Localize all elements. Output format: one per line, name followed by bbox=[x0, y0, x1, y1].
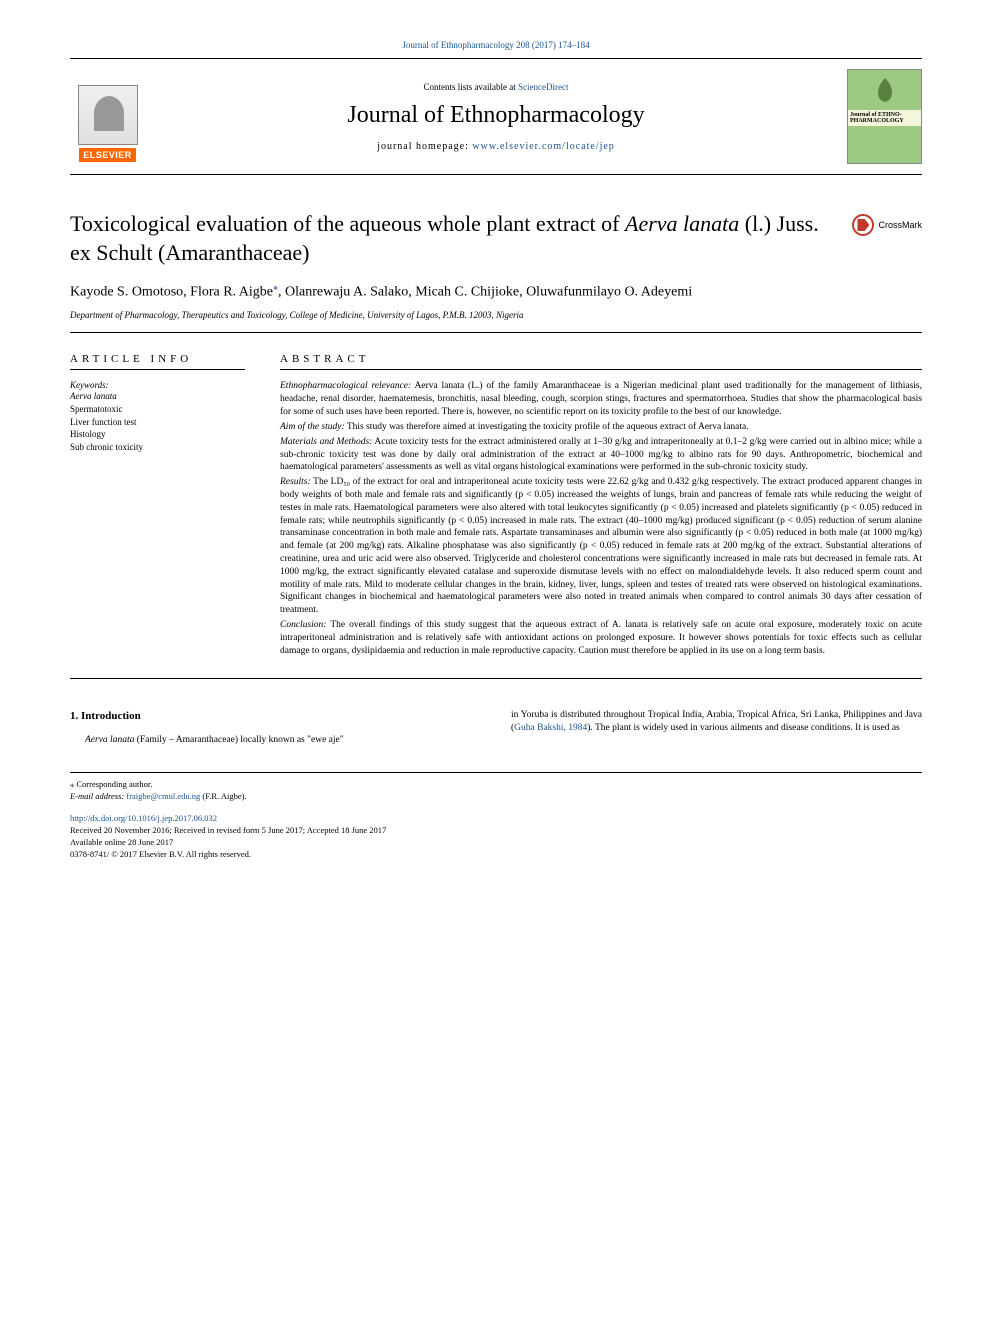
keywords-list: Aerva lanata Spermatotoxic Liver functio… bbox=[70, 390, 250, 453]
elsevier-tree-icon bbox=[78, 85, 138, 145]
sciencedirect-link[interactable]: ScienceDirect bbox=[518, 82, 568, 92]
publisher-name: ELSEVIER bbox=[79, 148, 136, 162]
contents-available-line: Contents lists available at ScienceDirec… bbox=[160, 82, 832, 92]
homepage-link[interactable]: www.elsevier.com/locate/jep bbox=[472, 141, 614, 152]
article-title: Toxicological evaluation of the aqueous … bbox=[70, 210, 832, 267]
intro-column-right: in Yoruba is distributed throughout Trop… bbox=[511, 709, 922, 748]
crossmark-badge[interactable]: CrossMark bbox=[852, 214, 922, 236]
crossmark-label: CrossMark bbox=[878, 220, 922, 230]
abstract-section-text: The LD₅₀ of the extract for oral and int… bbox=[280, 477, 922, 615]
journal-homepage-line: journal homepage: www.elsevier.com/locat… bbox=[160, 141, 832, 152]
abstract-body: Ethnopharmacological relevance: Aerva la… bbox=[280, 380, 922, 657]
title-species-name: Aerva lanata bbox=[625, 211, 739, 236]
journal-cover-thumbnail[interactable]: Journal of ETHNO-PHARMACOLOGY bbox=[847, 69, 922, 164]
abstract-section: Aim of the study: This study was therefo… bbox=[280, 421, 922, 434]
article-info-column: ARTICLE INFO Keywords: Aerva lanata Sper… bbox=[70, 353, 250, 659]
abstract-section: Results: The LD₅₀ of the extract for ora… bbox=[280, 476, 922, 617]
article-info-rule bbox=[70, 369, 245, 370]
received-dates: Received 20 November 2016; Received in r… bbox=[70, 825, 922, 837]
abstract-section-label: Aim of the study: bbox=[280, 422, 345, 432]
abstract-section-label: Conclusion: bbox=[280, 620, 326, 630]
introduction-heading: 1. Introduction bbox=[70, 709, 481, 724]
corresponding-author-note: Corresponding author. bbox=[70, 779, 922, 791]
contents-prefix: Contents lists available at bbox=[424, 82, 518, 92]
keyword-item: Liver function test bbox=[70, 416, 250, 429]
article-info-heading: ARTICLE INFO bbox=[70, 353, 250, 365]
cover-label: Journal of ETHNO-PHARMACOLOGY bbox=[848, 110, 921, 126]
article-header: Toxicological evaluation of the aqueous … bbox=[70, 210, 922, 320]
title-text-pre: Toxicological evaluation of the aqueous … bbox=[70, 211, 625, 236]
intro-text-post: ). The plant is widely used in various a… bbox=[587, 723, 899, 733]
authors-post: , Olanrewaju A. Salako, Micah C. Chijiok… bbox=[278, 285, 692, 300]
species-name: Aerva lanata bbox=[85, 735, 134, 745]
keywords-label: Keywords: bbox=[70, 380, 250, 390]
homepage-prefix: journal homepage: bbox=[377, 141, 472, 152]
available-online: Available online 28 June 2017 bbox=[70, 837, 922, 849]
doi-link[interactable]: http://dx.doi.org/10.1016/j.jep.2017.06.… bbox=[70, 813, 217, 823]
article-footer: Corresponding author. E-mail address: fr… bbox=[70, 772, 922, 860]
abstract-section-text: The overall findings of this study sugge… bbox=[280, 620, 922, 656]
doi-line: http://dx.doi.org/10.1016/j.jep.2017.06.… bbox=[70, 813, 922, 825]
intro-text: (Family – Amaranthaceae) locally known a… bbox=[134, 735, 343, 745]
abstract-section-label: Materials and Methods: bbox=[280, 437, 372, 447]
abstract-section: Ethnopharmacological relevance: Aerva la… bbox=[280, 380, 922, 418]
introduction-section: 1. Introduction Aerva lanata (Family – A… bbox=[70, 709, 922, 748]
email-label: E-mail address: bbox=[70, 791, 126, 801]
keyword-item: Sub chronic toxicity bbox=[70, 441, 250, 454]
article-info-abstract-row: ARTICLE INFO Keywords: Aerva lanata Sper… bbox=[70, 353, 922, 659]
copyright-line: 0378-8741/ © 2017 Elsevier B.V. All righ… bbox=[70, 849, 922, 861]
keyword-item: Aerva lanata bbox=[70, 390, 250, 403]
crossmark-icon bbox=[852, 214, 874, 236]
abstract-column: ABSTRACT Ethnopharmacological relevance:… bbox=[280, 353, 922, 659]
publisher-logo[interactable]: ELSEVIER bbox=[70, 72, 145, 162]
abstract-bottom-divider bbox=[70, 678, 922, 679]
keyword-item: Spermatotoxic bbox=[70, 403, 250, 416]
header-divider bbox=[70, 332, 922, 333]
abstract-section: Materials and Methods: Acute toxicity te… bbox=[280, 436, 922, 474]
journal-header-band: ELSEVIER Contents lists available at Sci… bbox=[70, 58, 922, 175]
cover-leaf-icon bbox=[848, 70, 921, 110]
email-author-name: (F.R. Aigbe). bbox=[200, 791, 246, 801]
abstract-heading: ABSTRACT bbox=[280, 353, 922, 365]
intro-paragraph: Aerva lanata (Family – Amaranthaceae) lo… bbox=[70, 734, 481, 747]
journal-reference-top: Journal of Ethnopharmacology 208 (2017) … bbox=[70, 40, 922, 50]
authors-pre: Kayode S. Omotoso, Flora R. Aigbe bbox=[70, 285, 273, 300]
abstract-section-label: Ethnopharmacological relevance: bbox=[280, 381, 411, 391]
email-link[interactable]: fraigbe@cmul.edu.ng bbox=[126, 791, 200, 801]
journal-title: Journal of Ethnopharmacology bbox=[160, 102, 832, 129]
abstract-rule bbox=[280, 369, 922, 370]
reference-link[interactable]: Guha Bakshi, 1984 bbox=[514, 723, 587, 733]
header-center: Contents lists available at ScienceDirec… bbox=[160, 82, 832, 152]
abstract-section: Conclusion: The overall findings of this… bbox=[280, 619, 922, 657]
abstract-section-label: Results: bbox=[280, 477, 311, 487]
keyword-item: Histology bbox=[70, 428, 250, 441]
authors-list: Kayode S. Omotoso, Flora R. Aigbe⁎, Olan… bbox=[70, 281, 922, 302]
intro-column-left: 1. Introduction Aerva lanata (Family – A… bbox=[70, 709, 481, 748]
abstract-section-text: Acute toxicity tests for the extract adm… bbox=[280, 437, 922, 473]
email-line: E-mail address: fraigbe@cmul.edu.ng (F.R… bbox=[70, 791, 922, 803]
intro-paragraph: in Yoruba is distributed throughout Trop… bbox=[511, 709, 922, 736]
affiliation: Department of Pharmacology, Therapeutics… bbox=[70, 310, 922, 320]
abstract-section-text: This study was therefore aimed at invest… bbox=[345, 422, 749, 432]
